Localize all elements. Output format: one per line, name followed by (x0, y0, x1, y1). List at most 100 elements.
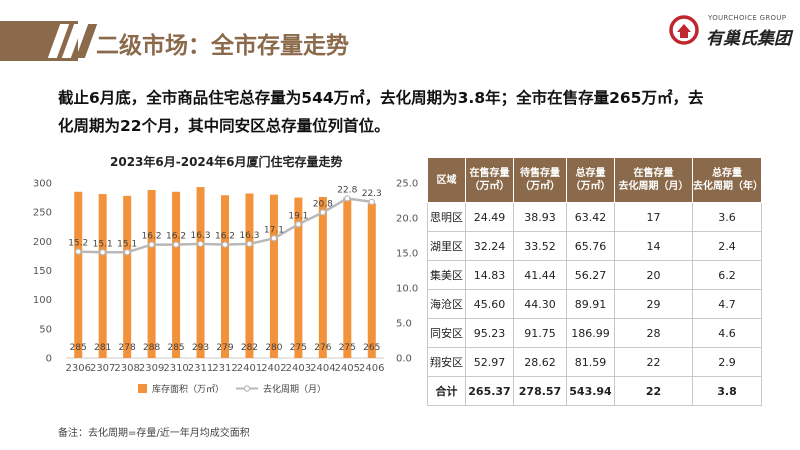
bar (294, 197, 303, 358)
bar (245, 193, 254, 358)
cycle-value-label: 15.1 (117, 239, 137, 249)
table-row: 湖里区 32.24 33.52 65.76 14 2.4 (427, 231, 762, 261)
table-header-text: 去化周期（年） (693, 181, 763, 192)
table-cell: 24.49 (465, 202, 514, 232)
table-cell: 翔安区 (427, 347, 466, 377)
table-cell: 95.23 (465, 318, 514, 348)
table-cell: 22 (614, 347, 693, 377)
bar (318, 197, 327, 358)
table-cell: 45.60 (465, 289, 514, 319)
table-cell: 32.24 (465, 231, 514, 261)
cycle-value-label: 16.2 (215, 232, 235, 242)
summary-paragraph: 截止6月底，全市商品住宅总存量为544万㎡，去化周期为3.8年；全市在售存量26… (58, 84, 758, 140)
cycle-point (99, 249, 106, 256)
bar-value-label: 276 (314, 343, 331, 353)
y-right-tick-label: 25.0 (396, 179, 418, 190)
bar-value-label: 278 (119, 343, 136, 353)
table-header-text: 区域 (436, 174, 457, 186)
cycle-value-label: 22.8 (337, 185, 357, 195)
x-tick-label: 2311 (188, 363, 213, 374)
cycle-value-label: 15.2 (68, 239, 88, 249)
cycle-value-label: 19.1 (288, 211, 308, 221)
cycle-value-label: 16.3 (239, 231, 259, 241)
bar (343, 197, 352, 358)
table-cell: 4.6 (692, 318, 762, 348)
table-cell: 3.8 (692, 376, 762, 406)
y-right-tick-label: 5.0 (396, 319, 412, 330)
table-cell: 2.9 (692, 347, 762, 377)
bar (74, 191, 83, 358)
table-cell: 湖里区 (427, 231, 466, 261)
table-header-text: 在售存量 (633, 168, 674, 179)
logo-text-en: YOURCHOICE GROUP (708, 14, 787, 22)
table-cell: 89.91 (566, 289, 615, 319)
table-cell: 同安区 (427, 318, 466, 348)
company-logo: YOURCHOICE GROUP 有巢氏集团 (668, 12, 796, 52)
table-header-text: （万㎡） (570, 181, 611, 192)
chart-title: 2023年6月-2024年6月厦门住宅存量走势 (110, 155, 343, 169)
x-tick-label: 2405 (335, 363, 360, 374)
y-left-tick-label: 0 (46, 354, 52, 365)
table-cell: 33.52 (513, 231, 567, 261)
table-cell: 38.93 (513, 202, 567, 232)
page-title: 二级市场：全市存量走势 (96, 33, 349, 59)
bar-value-label: 265 (363, 343, 380, 353)
table-cell: 22 (614, 376, 693, 406)
x-tick-label: 2307 (90, 363, 115, 374)
table-cell: 29 (614, 289, 693, 319)
table-cell: 6.2 (692, 260, 762, 290)
table-cell: 海沧区 (427, 289, 466, 319)
district-inventory-table: 区域 在售存量 （万㎡） 待售存量 （万㎡） 总存量 （万㎡） 在售存量 去化周期（月） 总存量去… (427, 157, 763, 406)
table-header-text: （万㎡） (520, 181, 560, 192)
x-tick-label: 2401 (237, 363, 262, 374)
bar-value-label: 293 (192, 343, 209, 353)
bar-value-label: 285 (70, 343, 87, 353)
cycle-point (246, 240, 253, 248)
table-cell: 186.99 (566, 318, 615, 348)
y-left-tick-label: 50 (39, 324, 52, 335)
table-row: 同安区 95.23 91.75 186.99 28 4.6 (427, 318, 762, 348)
cycle-point (368, 198, 375, 206)
cycle-point (344, 195, 351, 202)
y-right-tick-label: 20.0 (396, 214, 418, 225)
cycle-point (221, 241, 229, 248)
bar (147, 190, 156, 358)
table-cell: 52.97 (465, 347, 514, 377)
x-tick-label: 2306 (66, 363, 91, 374)
bar (172, 191, 181, 358)
table-cell: 265.37 (465, 376, 514, 406)
table-row: 思明区 24.49 38.93 63.42 17 3.6 (427, 202, 762, 232)
bar-value-label: 275 (290, 343, 307, 353)
y-right-tick-label: 10.0 (396, 284, 418, 295)
table-cell: 56.27 (566, 260, 615, 290)
bar (196, 187, 205, 358)
table-cell: 集美区 (427, 260, 466, 290)
table-cell: 20 (614, 260, 693, 290)
y-left-tick-label: 300 (33, 179, 52, 190)
table-cell: 543.94 (566, 376, 615, 406)
bar-value-label: 280 (265, 343, 282, 353)
cycle-value-label: 16.2 (166, 232, 186, 242)
table-header-text: 总存量 (712, 168, 742, 179)
table-cell: 2.4 (692, 231, 762, 261)
table-header-text: 待售存量 (520, 168, 560, 179)
table-cell: 65.76 (566, 231, 615, 261)
table-cell: 44.30 (513, 289, 567, 319)
bar (98, 194, 107, 358)
table-header-cell: 总存量 （万㎡） (566, 157, 615, 203)
cycle-point (75, 248, 82, 255)
bar (221, 195, 229, 358)
summary-line-1: 截止6月底，全市商品住宅总存量为544万㎡，去化周期为3.8年；全市在售存量26… (58, 89, 704, 107)
table-cell: 28.62 (513, 347, 567, 377)
table-cell: 41.44 (513, 260, 567, 290)
table-header-row: 区域 在售存量 （万㎡） 待售存量 （万㎡） 总存量 （万㎡） 在售存量 去化周期（月） 总存量去… (427, 157, 763, 203)
cycle-value-label: 22.3 (362, 189, 382, 199)
inventory-trend-chart: 0 50 100 150 200 250 300 0.0 5.0 10.0 15.0 20.0 25.0… (33, 179, 418, 396)
bar-value-label: 288 (143, 343, 160, 353)
y-left-tick-label: 200 (33, 237, 52, 248)
table-cell: 17 (614, 202, 693, 232)
x-tick-label: 2310 (163, 363, 188, 374)
cycle-value-label: 20.8 (313, 199, 333, 209)
y-right-tick-label: 0.0 (396, 354, 412, 365)
cycle-point (270, 235, 278, 242)
